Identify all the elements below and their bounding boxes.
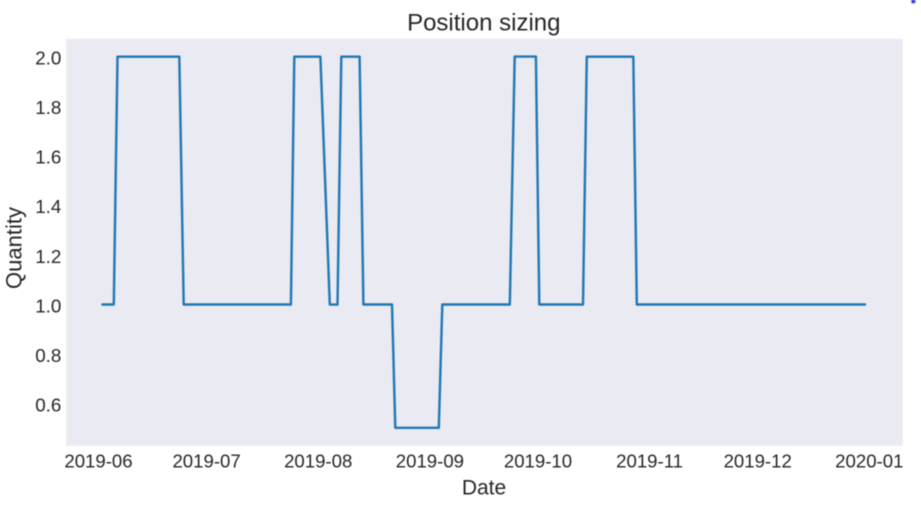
svg-text:0.8: 0.8 (35, 345, 61, 366)
svg-text:1.6: 1.6 (35, 147, 61, 168)
svg-text:2019-08: 2019-08 (284, 450, 352, 471)
svg-text:1.8: 1.8 (35, 97, 61, 118)
svg-text:2019-07: 2019-07 (172, 450, 240, 471)
svg-text:0.6: 0.6 (35, 394, 61, 415)
svg-text:2019-06: 2019-06 (64, 450, 132, 471)
svg-text:Date: Date (462, 476, 506, 499)
svg-text:Position sizing: Position sizing (407, 10, 560, 37)
svg-text:2.0: 2.0 (35, 48, 61, 69)
svg-text:1.4: 1.4 (35, 196, 61, 217)
svg-text:1.2: 1.2 (35, 246, 61, 267)
svg-text:Quantity: Quantity (2, 207, 27, 289)
svg-text:2019-11: 2019-11 (616, 450, 683, 471)
svg-text:2019-09: 2019-09 (396, 450, 464, 471)
svg-text:2020-01: 2020-01 (835, 450, 903, 471)
svg-text:1.0: 1.0 (35, 295, 61, 316)
svg-text:2019-12: 2019-12 (724, 450, 792, 471)
svg-text:2019-10: 2019-10 (504, 450, 572, 471)
